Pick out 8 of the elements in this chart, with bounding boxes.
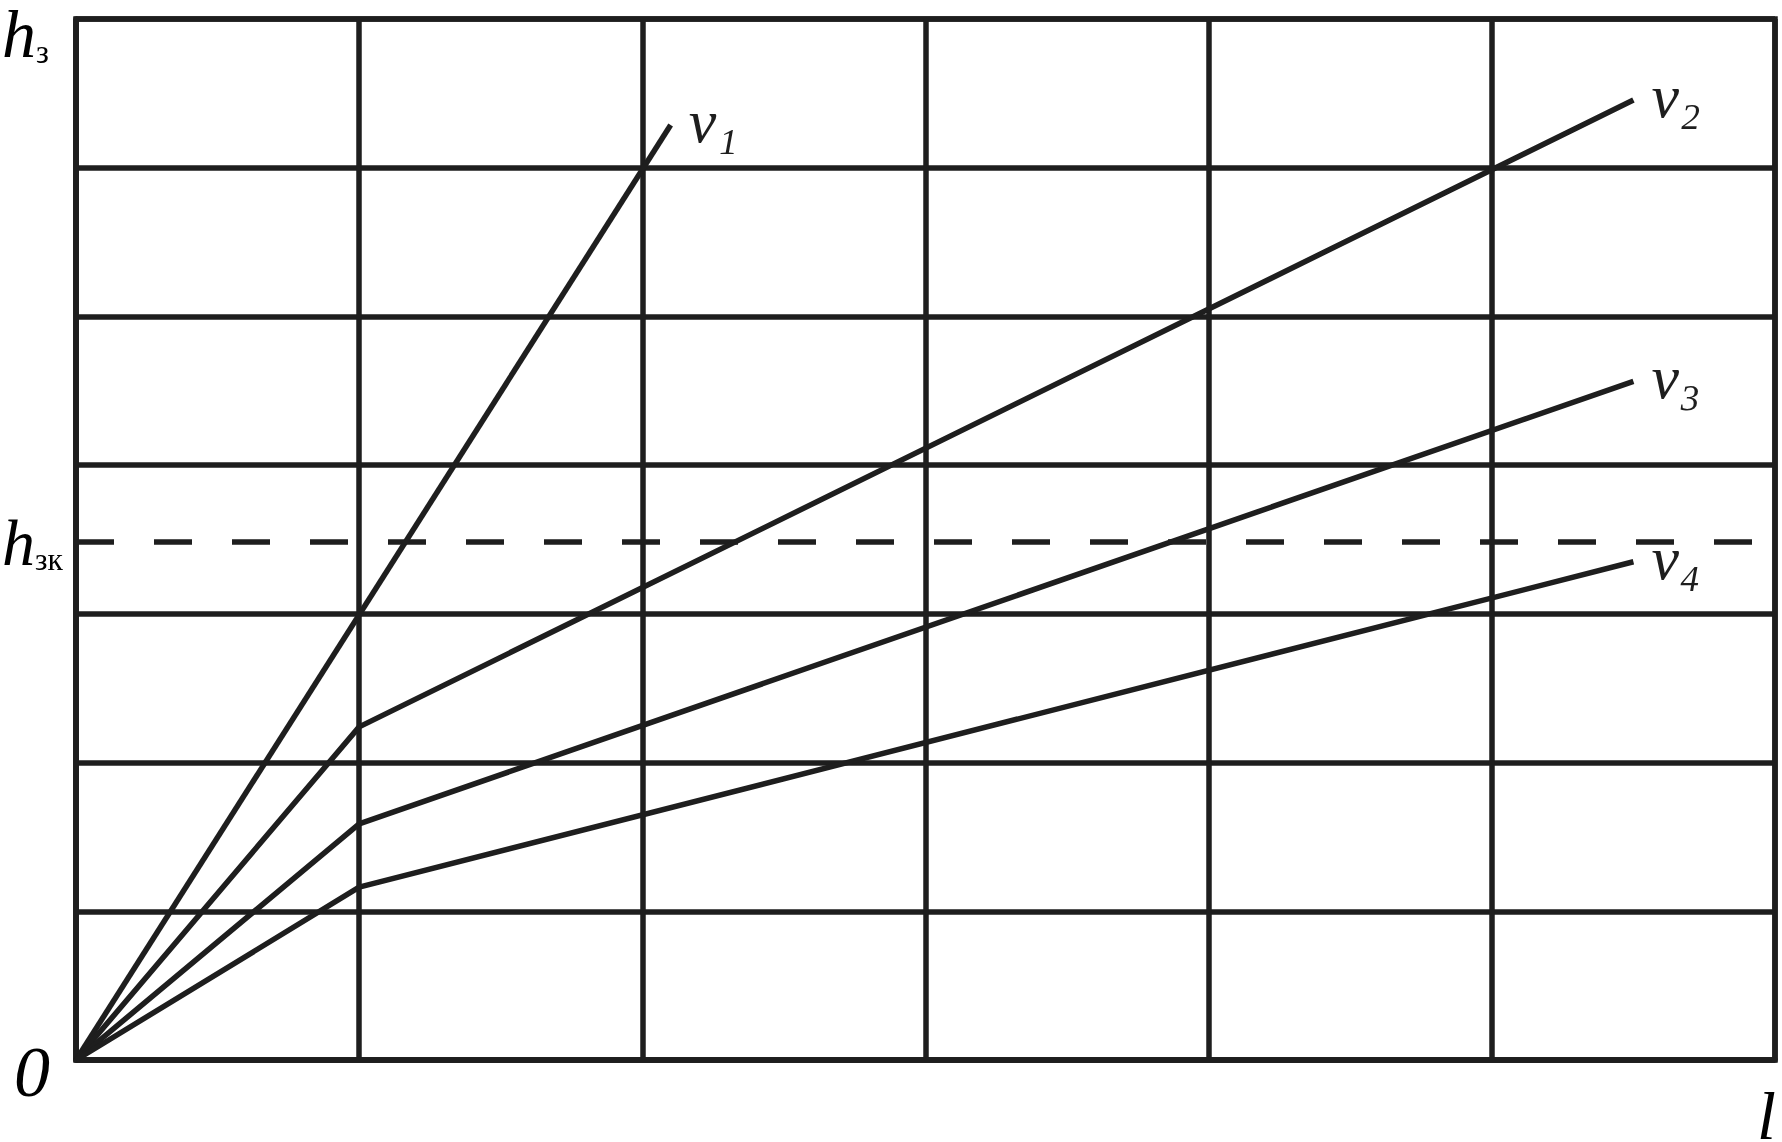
x-axis-title: l bbox=[1757, 1078, 1777, 1142]
series-label: v₂ bbox=[1651, 62, 1701, 131]
series-label: v₁ bbox=[688, 87, 738, 156]
text: 0 bbox=[14, 1032, 50, 1112]
ref-line-label: hзк bbox=[2, 506, 64, 580]
y-axis-title: hз bbox=[2, 0, 49, 72]
series-label: v₃ bbox=[1651, 343, 1701, 412]
series-label: v₄ bbox=[1651, 523, 1701, 592]
